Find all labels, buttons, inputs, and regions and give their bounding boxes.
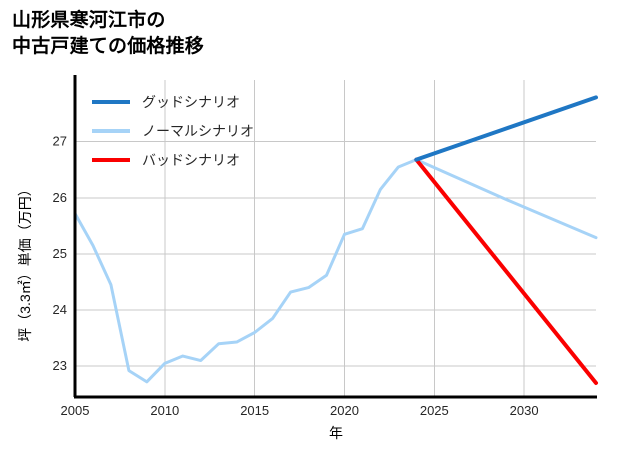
legend-label: バッドシナリオ	[142, 152, 240, 168]
x-tick-label: 2020	[330, 403, 359, 418]
series-line	[73, 158, 598, 384]
y-tick-label: 26	[53, 190, 67, 205]
x-tick-label: 2015	[240, 403, 269, 418]
series-line	[414, 157, 598, 385]
y-tick-label: 25	[53, 246, 67, 261]
x-tick-label: 2005	[61, 403, 90, 418]
y-tick-label: 23	[53, 358, 67, 373]
y-axis-label: 坪（3.3㎡）単価（万円）	[17, 182, 33, 341]
x-tick-label: 2010	[150, 403, 179, 418]
y-tick-label: 27	[53, 134, 67, 149]
x-axis-label: 年	[329, 425, 343, 441]
y-tick-label: 24	[53, 302, 67, 317]
chart-title: 山形県寒河江市の 中古戸建ての価格推移	[12, 10, 205, 58]
x-tick-label: 2030	[510, 403, 539, 418]
axis-spines	[73, 75, 597, 399]
x-tick-label: 2025	[420, 403, 449, 418]
gridlines	[74, 80, 596, 397]
legend-label: グッドシナリオ	[142, 94, 240, 110]
series-group	[73, 95, 598, 385]
y-axis-tick-labels: 23 24 25 26 27	[53, 134, 67, 373]
legend-label: ノーマルシナリオ	[142, 123, 254, 139]
series-line	[414, 95, 598, 162]
x-axis-tick-labels: 2005 2010 2015 2020 2025 2030	[61, 403, 539, 418]
